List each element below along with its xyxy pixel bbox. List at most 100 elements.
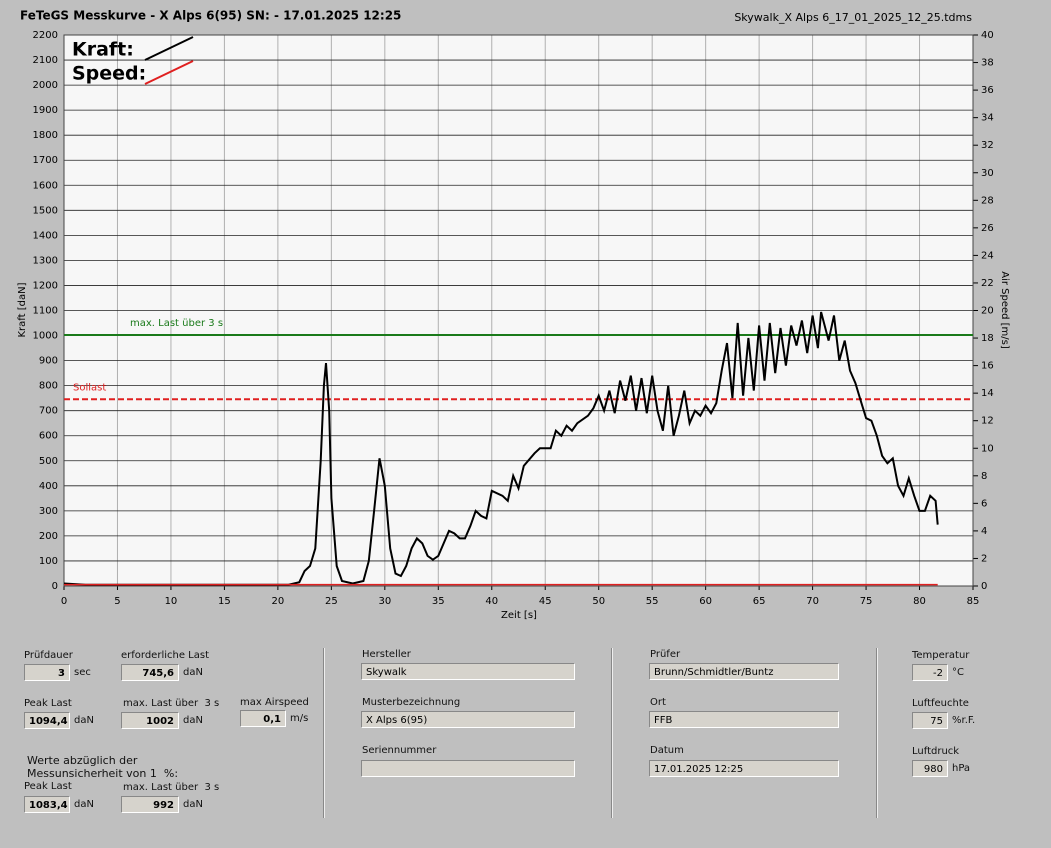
title: FeTeGS Messkurve - X Alps 6(95) SN: - 17… (20, 9, 401, 23)
field-label: Hersteller (362, 649, 411, 660)
field-value: X Alps 6(95) (361, 711, 575, 728)
y-tick-label: 1500 (33, 205, 58, 216)
legend-swatch (144, 36, 194, 61)
field-value: 992 (121, 796, 179, 813)
y-tick-label: 200 (39, 531, 58, 542)
field-value: Skywalk (361, 663, 575, 680)
y-tick-label: 300 (39, 506, 58, 517)
field-label: Seriennummer (362, 745, 437, 756)
y2-axis-label: Air Speed [m/s] (999, 271, 1010, 349)
y2-tick-label: 18 (981, 333, 994, 344)
field-value: 3 (24, 664, 70, 681)
y-tick-label: 600 (39, 431, 58, 442)
field-unit: daN (183, 667, 203, 678)
field-label: Luftdruck (912, 746, 960, 757)
x-tick-label: 85 (967, 596, 980, 607)
reference-label: Sollast (73, 382, 106, 393)
field-value: 17.01.2025 12:25 (649, 760, 839, 777)
field-label: Datum (650, 745, 684, 756)
field-label: Musterbezeichnung (362, 697, 461, 708)
separator (876, 648, 878, 818)
y2-tick-label: 8 (981, 471, 987, 482)
x-tick-label: 40 (485, 596, 498, 607)
y-tick-label: 2100 (33, 55, 58, 66)
field-value: 75 (912, 712, 948, 729)
y2-tick-label: 36 (981, 85, 994, 96)
field-label: Luftfeuchte (912, 698, 969, 709)
field-value: Brunn/Schmidtler/Buntz (649, 663, 839, 680)
field-label: Peak Last (24, 781, 72, 792)
y2-tick-label: 6 (981, 498, 987, 509)
legend-label: Speed: (72, 63, 146, 85)
y-tick-label: 800 (39, 381, 58, 392)
x-tick-label: 10 (165, 596, 178, 607)
y2-tick-label: 4 (981, 526, 987, 537)
x-tick-label: 80 (913, 596, 926, 607)
field-unit: daN (183, 715, 203, 726)
x-tick-label: 45 (539, 596, 552, 607)
y-tick-label: 900 (39, 356, 58, 367)
separator (323, 648, 325, 818)
field-label: Peak Last (24, 698, 72, 709)
field-unit: daN (183, 799, 203, 810)
field-value: 980 (912, 760, 948, 777)
y-tick-label: 1900 (33, 105, 58, 116)
note: Werte abzüglich der (27, 754, 138, 767)
y-tick-label: 1000 (33, 331, 58, 342)
chart: FeTeGS Messkurve - X Alps 6(95) SN: - 17… (17, 9, 1010, 622)
y-axis-label: Kraft [daN] (17, 282, 28, 337)
field-unit: hPa (952, 763, 971, 774)
field-value: -2 (912, 664, 948, 681)
field-label: max Airspeed (240, 697, 309, 708)
y-tick-label: 2200 (33, 30, 58, 41)
y2-tick-label: 34 (981, 113, 994, 124)
y-tick-label: 1700 (33, 155, 58, 166)
separator (611, 648, 613, 818)
field-value: 1094,4 (24, 712, 70, 729)
x-tick-label: 55 (646, 596, 659, 607)
field-label: erforderliche Last (121, 650, 210, 661)
field-value: 1002 (121, 712, 179, 729)
x-tick-label: 5 (114, 596, 120, 607)
y2-tick-label: 26 (981, 223, 994, 234)
y-tick-label: 400 (39, 481, 58, 492)
y2-tick-label: 24 (981, 250, 994, 261)
x-tick-label: 65 (753, 596, 766, 607)
field-label: Temperatur (912, 650, 970, 661)
y-tick-label: 1300 (33, 255, 58, 266)
legend-swatch (144, 60, 194, 85)
field-value (361, 760, 575, 777)
y-tick-label: 1400 (33, 230, 58, 241)
field-label: max. Last über 3 s (123, 698, 220, 709)
y2-tick-label: 30 (981, 168, 994, 179)
y2-tick-label: 38 (981, 58, 994, 69)
y-tick-label: 1200 (33, 280, 58, 291)
field-value: 1083,4 (24, 796, 70, 813)
x-tick-label: 50 (592, 596, 605, 607)
y2-tick-label: 12 (981, 416, 994, 427)
x-tick-label: 0 (61, 596, 67, 607)
plot-frame (63, 34, 974, 587)
field-unit: sec (74, 667, 91, 678)
reference-label: max. Last über 3 s (130, 318, 223, 329)
y-tick-label: 1100 (33, 306, 58, 317)
field-unit: m/s (290, 713, 309, 724)
x-tick-label: 30 (378, 596, 391, 607)
y2-tick-label: 32 (981, 140, 994, 151)
x-tick-label: 20 (272, 596, 285, 607)
field-unit: daN (74, 715, 94, 726)
field-label: Ort (650, 697, 666, 708)
y-tick-label: 0 (52, 581, 58, 592)
field-unit: daN (74, 799, 94, 810)
y2-tick-label: 20 (981, 306, 994, 317)
note: Messunsicherheit von 1 %: (27, 767, 179, 780)
field-label: Prüfdauer (24, 650, 73, 661)
field-label: Prüfer (650, 649, 681, 660)
x-tick-label: 35 (432, 596, 445, 607)
y-tick-label: 100 (39, 556, 58, 567)
y2-tick-label: 28 (981, 195, 994, 206)
y2-tick-label: 14 (981, 388, 994, 399)
field-value: 0,1 (240, 710, 286, 727)
x-tick-label: 15 (218, 596, 231, 607)
file-name: Skywalk_X Alps 6_17_01_2025_12_25.tdms (734, 11, 972, 24)
